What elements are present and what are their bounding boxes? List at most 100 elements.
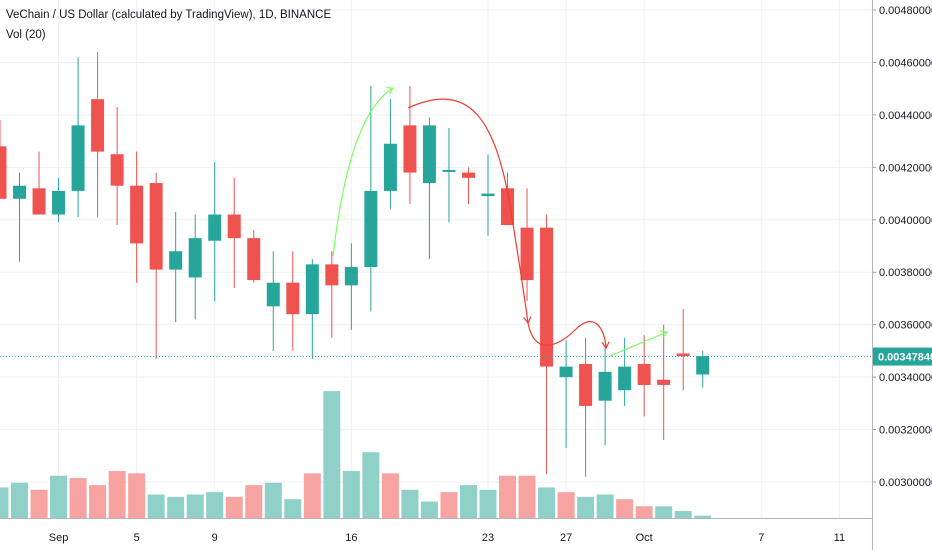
candle-body bbox=[227, 214, 241, 239]
volume-bar bbox=[245, 485, 263, 518]
drawn-annotations bbox=[332, 87, 669, 357]
volume-bar bbox=[655, 506, 673, 518]
candle-body bbox=[32, 188, 46, 215]
x-tick-label: 27 bbox=[560, 532, 572, 544]
candle-body bbox=[110, 154, 124, 186]
candle bbox=[403, 86, 417, 205]
candle bbox=[110, 107, 124, 226]
annotation-path bbox=[332, 87, 394, 257]
candle-body bbox=[247, 238, 261, 281]
volume-bar bbox=[0, 487, 9, 518]
volume-bar bbox=[401, 489, 419, 518]
candle bbox=[266, 251, 280, 351]
volume-bar bbox=[303, 473, 321, 518]
candle bbox=[71, 57, 85, 218]
annotation-arrowhead bbox=[659, 330, 669, 339]
candle-body bbox=[266, 282, 280, 307]
candle-body bbox=[208, 214, 222, 241]
candle bbox=[0, 120, 7, 199]
y-tick-label: 0.00320000 bbox=[879, 425, 932, 437]
candle bbox=[481, 154, 495, 236]
volume-bar bbox=[342, 471, 360, 518]
x-tick-label: 7 bbox=[758, 532, 764, 544]
candle-body bbox=[481, 193, 495, 197]
candle-body bbox=[696, 356, 710, 375]
candle-body bbox=[618, 366, 632, 391]
annotation-up-arrow bbox=[332, 87, 395, 257]
candle bbox=[520, 188, 534, 302]
candle-body bbox=[501, 188, 515, 226]
candle bbox=[364, 86, 378, 312]
volume-bar bbox=[69, 478, 87, 518]
y-tick-label: 0.00300000 bbox=[879, 477, 932, 489]
volume-indicator-label[interactable]: Vol (20) bbox=[6, 29, 46, 41]
annotation-path bbox=[527, 321, 607, 349]
volume-bar bbox=[538, 487, 556, 518]
candle bbox=[52, 177, 66, 223]
x-tick-label: 5 bbox=[134, 532, 140, 544]
candle bbox=[501, 172, 515, 226]
candle-body bbox=[559, 366, 573, 378]
volume-bar bbox=[499, 475, 517, 518]
volume-bar bbox=[206, 492, 224, 518]
candle bbox=[598, 345, 612, 446]
candle-body bbox=[305, 264, 319, 315]
candle bbox=[305, 259, 319, 359]
candle-body bbox=[13, 185, 27, 199]
candle bbox=[579, 337, 593, 477]
y-tick-label: 0.00400000 bbox=[879, 215, 932, 227]
current-price-label: 0.00347840 bbox=[878, 352, 932, 364]
candle bbox=[657, 324, 671, 441]
volume-bar bbox=[479, 489, 497, 518]
candle bbox=[286, 251, 300, 351]
volume-bars bbox=[0, 391, 712, 518]
volume-bar bbox=[518, 475, 536, 518]
candle-body bbox=[0, 146, 7, 199]
volume-bar bbox=[30, 489, 48, 518]
chart-grid bbox=[0, 0, 872, 518]
volume-bar bbox=[440, 492, 458, 518]
annotation-path bbox=[407, 98, 529, 324]
candle-body bbox=[149, 183, 163, 270]
volume-bar bbox=[11, 482, 29, 518]
candle bbox=[559, 340, 573, 448]
candle-body bbox=[52, 190, 66, 215]
annotation-path bbox=[609, 331, 668, 357]
candle bbox=[130, 151, 144, 283]
x-tick-label: 16 bbox=[345, 532, 357, 544]
volume-bar bbox=[167, 496, 185, 518]
volume-bar bbox=[323, 391, 341, 518]
x-tick-label: 23 bbox=[482, 532, 494, 544]
candle-body bbox=[520, 227, 534, 281]
x-tick-label: Sep bbox=[49, 532, 69, 544]
candle bbox=[208, 162, 222, 302]
volume-bar bbox=[596, 494, 614, 518]
annotation-up-arrow-small bbox=[609, 330, 669, 357]
candle-body bbox=[383, 143, 397, 191]
volume-bar bbox=[674, 510, 692, 518]
candle-body bbox=[130, 185, 144, 244]
candle-body bbox=[188, 238, 202, 278]
candle-body bbox=[344, 266, 358, 286]
candle bbox=[13, 172, 27, 262]
y-tick-label: 0.00380000 bbox=[879, 267, 932, 279]
candle bbox=[422, 117, 436, 260]
volume-bar bbox=[264, 482, 282, 518]
candle-body bbox=[461, 172, 475, 178]
candle bbox=[227, 177, 241, 288]
candle-body bbox=[540, 227, 554, 367]
candle-body bbox=[91, 99, 105, 152]
volume-bar bbox=[577, 496, 595, 518]
current-price-label-box bbox=[873, 347, 932, 366]
y-tick-label: 0.00460000 bbox=[879, 57, 932, 69]
volume-bar bbox=[284, 499, 302, 518]
candle bbox=[325, 251, 339, 338]
candle bbox=[540, 214, 554, 475]
candle-body bbox=[579, 364, 593, 406]
candle-body bbox=[325, 264, 339, 286]
volume-bar bbox=[420, 501, 438, 518]
volume-bar bbox=[128, 473, 146, 518]
candle-body bbox=[71, 125, 85, 191]
